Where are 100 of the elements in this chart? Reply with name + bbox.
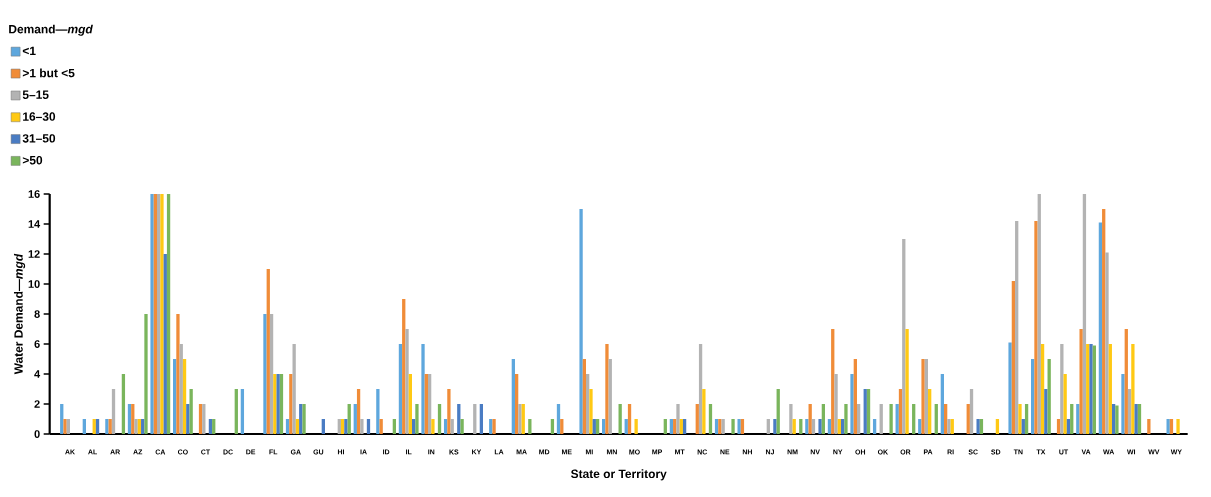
bar (186, 404, 190, 434)
bar (173, 359, 177, 434)
y-tick-label: 8 (34, 310, 40, 318)
bar (447, 389, 451, 434)
bar (1079, 329, 1083, 434)
bar (979, 419, 984, 434)
bar (212, 419, 216, 434)
bar (928, 389, 932, 434)
bar (421, 344, 425, 434)
bar (605, 344, 609, 434)
bar (1169, 419, 1174, 434)
y-tick-label: 14 (28, 220, 41, 228)
bar (295, 419, 300, 434)
x-axis-title: State or Territory (570, 469, 667, 481)
legend-label: 16–30 (23, 112, 56, 121)
bar (811, 419, 816, 434)
bar (234, 389, 238, 434)
legend-title: Demand—mgd (9, 24, 93, 36)
bar (144, 314, 148, 434)
bar (353, 404, 357, 434)
bar (340, 419, 345, 434)
bar (740, 419, 745, 434)
bar (366, 419, 371, 434)
bar (1040, 344, 1045, 434)
bar (844, 404, 848, 434)
bar (60, 404, 64, 434)
bar (1147, 419, 1151, 434)
bar (895, 404, 899, 434)
bar (292, 344, 296, 434)
bar (127, 404, 132, 434)
bar (773, 419, 777, 434)
bar (437, 404, 442, 434)
bar (863, 389, 867, 434)
legend-label: <1 (22, 46, 36, 55)
bar (198, 404, 203, 434)
bar (279, 374, 284, 434)
bar (934, 404, 938, 434)
bar (1070, 404, 1074, 434)
y-tick-label: 16 (28, 190, 40, 198)
bar (202, 404, 206, 434)
bar (682, 419, 687, 434)
bar (944, 404, 948, 434)
bar (1056, 419, 1061, 434)
bar (289, 374, 293, 434)
bar (1166, 419, 1170, 434)
bar (831, 329, 835, 434)
bar (379, 419, 383, 434)
bar (679, 419, 683, 434)
y-axis-title: Water Demand—mgd (13, 253, 26, 375)
bar (698, 344, 703, 434)
bar (737, 419, 741, 434)
bar (121, 374, 126, 434)
bar (424, 374, 428, 434)
bar (460, 419, 464, 434)
bar (1108, 344, 1112, 434)
bar (431, 419, 435, 434)
bar (1008, 342, 1012, 434)
bar (92, 419, 96, 434)
y-tick-label: 12 (28, 250, 40, 258)
bar (528, 419, 532, 434)
bar (879, 404, 883, 434)
bar (415, 404, 419, 434)
bar (1011, 281, 1016, 434)
bar (627, 404, 632, 434)
bar (405, 329, 409, 434)
bar (141, 419, 145, 434)
bar (263, 314, 267, 434)
bar (799, 419, 803, 434)
bar (398, 344, 403, 434)
bar (837, 419, 841, 434)
bar (905, 329, 909, 434)
y-tick-label: 10 (28, 280, 40, 288)
bar (866, 389, 871, 434)
bar (560, 419, 564, 434)
bar (1047, 359, 1051, 434)
bar (1060, 344, 1064, 434)
bar (808, 404, 812, 434)
bar (376, 389, 380, 434)
bar (1044, 389, 1048, 434)
bar (450, 419, 454, 434)
bar (1131, 344, 1135, 434)
bar (163, 254, 167, 434)
bar (776, 389, 780, 434)
bar (1024, 404, 1029, 434)
bar (337, 419, 341, 434)
bar (676, 404, 680, 434)
bar (269, 314, 274, 434)
bar (731, 419, 735, 434)
bar (918, 419, 922, 434)
bar (111, 389, 116, 434)
bar (1137, 404, 1142, 434)
bar (976, 419, 980, 434)
bar (586, 374, 590, 434)
bar (1121, 374, 1125, 434)
bar (592, 419, 596, 434)
bar (624, 419, 628, 434)
bar (1037, 194, 1041, 434)
bar (1031, 359, 1035, 434)
y-tick-label: 0 (34, 430, 40, 438)
bar (1034, 221, 1038, 434)
